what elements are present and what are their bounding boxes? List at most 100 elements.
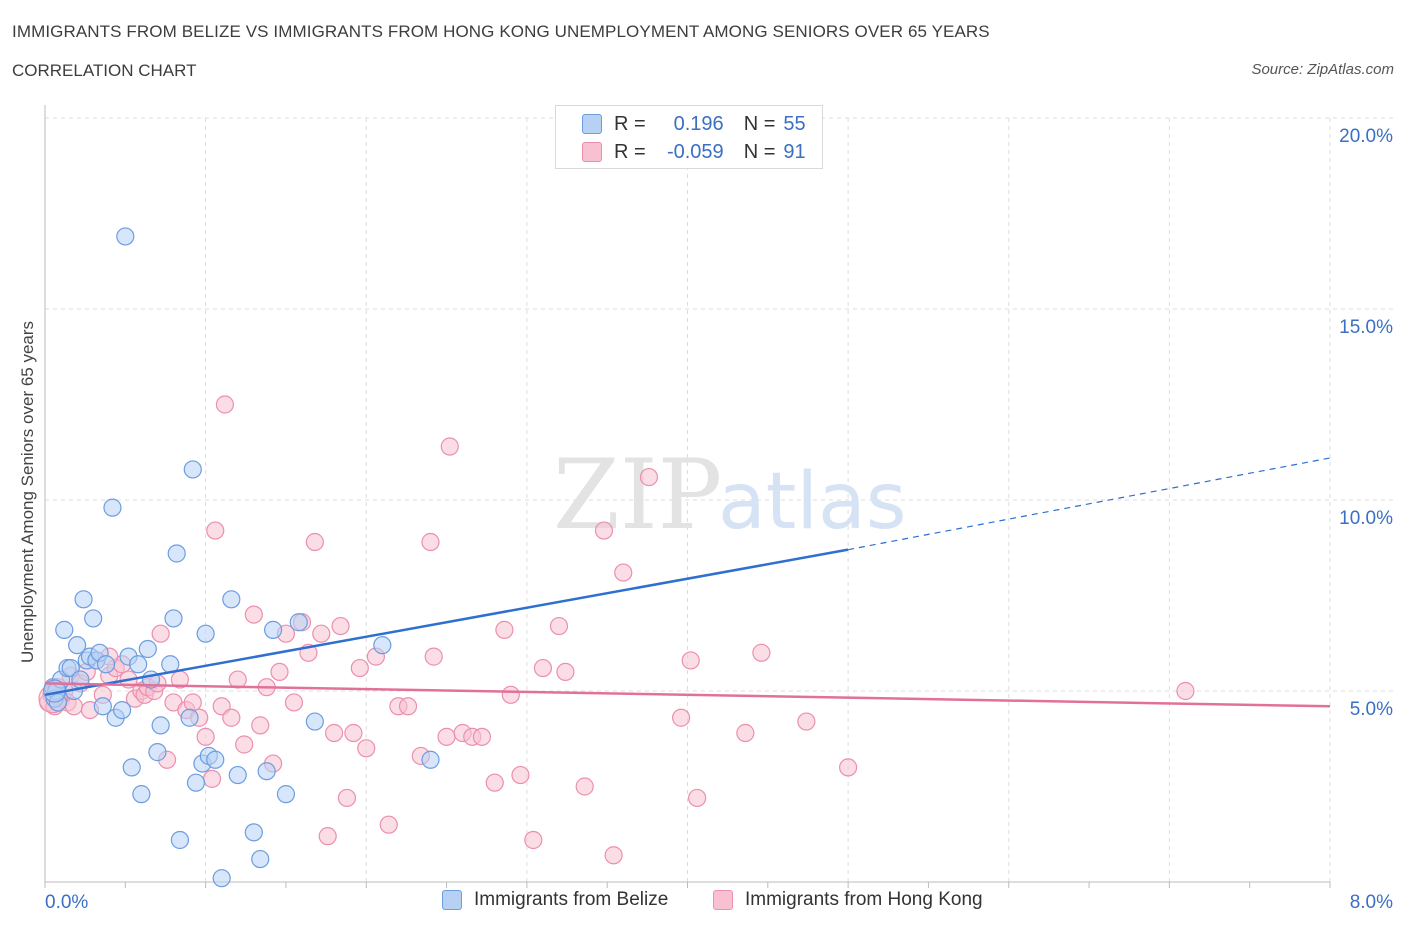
- hongkong-point: [357, 739, 376, 758]
- y-tick-label: 20.0%: [1339, 126, 1393, 147]
- hongkong-point: [472, 727, 491, 746]
- belize-point: [263, 620, 283, 639]
- legend-n-label: N =: [743, 112, 776, 135]
- hongkong-point: [206, 521, 225, 540]
- belize-point: [206, 750, 225, 769]
- hongkong-point: [485, 773, 504, 792]
- belize-point: [251, 849, 270, 869]
- hongkong-point: [337, 788, 357, 808]
- hongkong-point: [495, 620, 514, 639]
- legend-swatch-belize: [582, 114, 602, 134]
- hongkong-point: [270, 662, 289, 682]
- hongkong-point: [575, 777, 594, 796]
- legend-n-label: N =: [743, 140, 776, 163]
- axes: [44, 105, 1331, 888]
- hongkong-point: [244, 605, 263, 624]
- series-swatch-belize: [442, 890, 462, 910]
- belize-point: [74, 590, 93, 609]
- legend-row-hongkong: R = -0.059 N = 91: [582, 140, 806, 164]
- y-tick-label: 15.0%: [1339, 317, 1393, 338]
- belize-point: [170, 830, 190, 850]
- hongkong-point: [196, 727, 215, 746]
- hongkong-point: [151, 624, 170, 643]
- legend-r-label: R =: [614, 140, 646, 163]
- y-axis-title: Unemployment Among Seniors over 65 years: [18, 320, 37, 664]
- hongkong-point: [437, 727, 456, 746]
- hongkong-point: [549, 616, 569, 636]
- y-tick-label: 10.0%: [1339, 508, 1393, 529]
- hongkong-point: [318, 827, 337, 846]
- belize-point: [289, 613, 308, 632]
- hongkong-point: [305, 532, 324, 552]
- belize-point: [96, 655, 116, 674]
- hongkong-point: [421, 532, 440, 552]
- belize-point: [132, 785, 151, 804]
- belize-point: [257, 762, 276, 781]
- legend-row-belize: R = 0.196 N = 55: [582, 112, 806, 136]
- hongkong-point: [839, 758, 858, 777]
- belize-point: [164, 609, 183, 628]
- belize-point: [71, 670, 90, 689]
- chart-subtitle: CORRELATION CHART: [12, 61, 197, 80]
- belize-point: [93, 697, 112, 716]
- hongkong-point: [736, 723, 755, 743]
- hongkong-trend-line: [44, 682, 1331, 708]
- belize-point: [373, 636, 392, 655]
- hongkong-point: [325, 723, 344, 743]
- hongkong-point: [556, 662, 575, 682]
- belize-point: [186, 773, 206, 792]
- series-swatch-hongkong: [713, 890, 733, 910]
- hongkong-point: [379, 815, 398, 834]
- belize-point: [129, 655, 148, 674]
- hongkong-point: [614, 563, 633, 582]
- belize-point: [68, 636, 87, 655]
- series-legend-hongkong[interactable]: Immigrants from Hong Kong: [713, 889, 983, 911]
- watermark: ZIP atlas: [553, 439, 907, 551]
- belize-point: [138, 639, 157, 659]
- series-label-belize: Immigrants from Belize: [474, 889, 669, 910]
- belize-point: [180, 708, 199, 727]
- legend-r-value-hongkong: -0.059: [666, 140, 724, 163]
- belize-point: [103, 498, 122, 517]
- hongkong-point: [344, 723, 363, 743]
- belize-point: [183, 460, 202, 479]
- hongkong-point: [251, 716, 270, 735]
- series-label-hongkong: Immigrants from Hong Kong: [745, 889, 983, 910]
- belize-point: [212, 869, 231, 888]
- hongkong-point: [424, 647, 443, 666]
- hongkong-point: [524, 830, 543, 850]
- hongkong-point: [681, 651, 700, 670]
- legend-r-label: R =: [614, 112, 646, 135]
- hongkong-point: [511, 765, 530, 785]
- hongkong-point: [501, 685, 520, 704]
- hongkong-point: [752, 643, 771, 662]
- hongkong-point: [594, 521, 614, 540]
- x-tick-label: 8.0%: [1350, 892, 1393, 913]
- belize-point: [84, 609, 103, 628]
- trend-lines: [44, 457, 1331, 708]
- hongkong-point: [604, 846, 623, 865]
- hongkong-point: [64, 697, 84, 716]
- tick-labels: 5.0% 10.0% 15.0% 20.0% 0.0% 8.0%: [45, 126, 1393, 913]
- legend-n-value-belize: 55: [783, 112, 806, 135]
- belize-point: [196, 624, 215, 643]
- series-legend-belize[interactable]: Immigrants from Belize: [442, 889, 668, 911]
- belize-point: [421, 750, 440, 769]
- belize-trend-extension: [848, 457, 1331, 551]
- belize-point: [116, 227, 135, 246]
- hongkong-point: [671, 708, 691, 727]
- hongkong-point: [398, 697, 418, 716]
- source-label: Source: ZipAtlas.com: [1251, 61, 1394, 78]
- legend-swatch-hongkong: [582, 142, 602, 162]
- legend-r-value-belize: 0.196: [673, 112, 724, 135]
- hongkong-point: [797, 712, 816, 731]
- hongkong-point: [202, 769, 222, 788]
- watermark-zip: ZIP: [553, 439, 722, 551]
- x-tick-label: 0.0%: [45, 892, 88, 913]
- hongkong-point: [183, 693, 202, 712]
- belize-trend-line: [44, 548, 849, 697]
- hongkong-point: [639, 467, 659, 487]
- hongkong-point: [350, 658, 369, 678]
- hongkong-point: [440, 437, 459, 456]
